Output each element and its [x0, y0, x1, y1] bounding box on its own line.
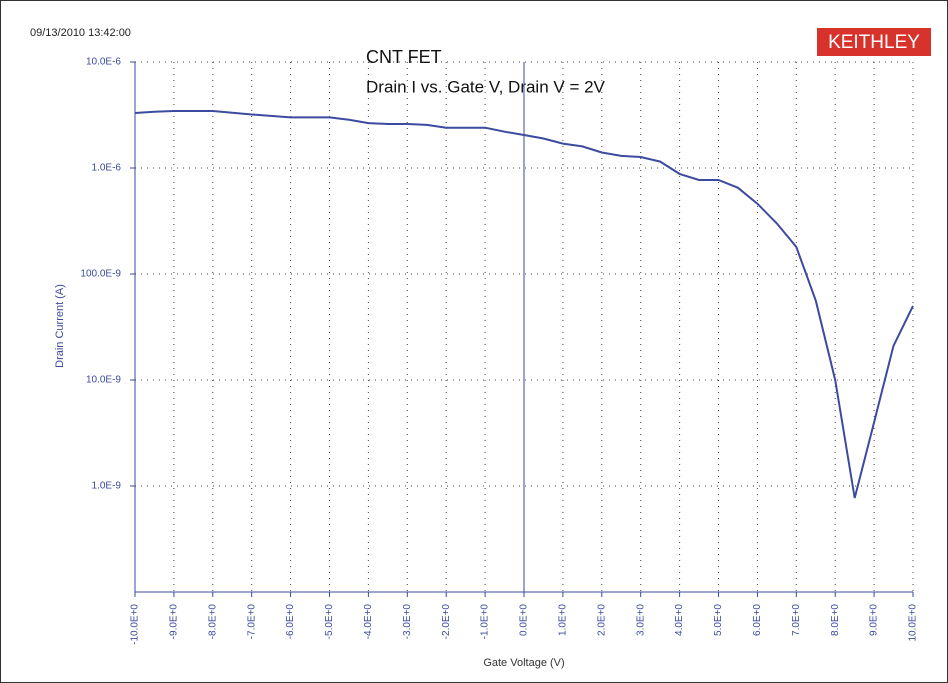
x-tick-label: 7.0E+0 [791, 604, 802, 636]
data-line [134, 110, 914, 499]
timestamp: 09/13/2010 13:42:00 [30, 27, 131, 39]
x-tick-label: 5.0E+0 [713, 604, 724, 636]
x-tick-label: 4.0E+0 [674, 604, 685, 636]
x-tick-label: 6.0E+0 [752, 604, 763, 636]
x-tick-label: 0.0E+0 [519, 604, 530, 636]
x-tick-label: -8.0E+0 [207, 604, 218, 640]
y-tick-label: 1.0E-9 [92, 481, 122, 492]
brand-box [817, 28, 931, 56]
x-tick-label: -4.0E+0 [363, 604, 374, 640]
x-tick-label: -6.0E+0 [285, 604, 296, 640]
x-tick-label: 3.0E+0 [635, 604, 646, 636]
y-tick-label: 100.0E-9 [80, 269, 121, 280]
x-tick-label: 8.0E+0 [830, 604, 841, 636]
x-axis-label: Gate Voltage (V) [483, 657, 564, 669]
brand: KEITHLEY [828, 32, 920, 53]
x-tick-label: 2.0E+0 [596, 604, 607, 636]
y-tick-label: 10.0E-6 [86, 57, 121, 68]
x-tick-label: -10.0E+0 [130, 604, 141, 645]
x-tick-label: -5.0E+0 [324, 604, 335, 640]
chart-title: CNT FET [366, 47, 442, 67]
x-tick-label: -2.0E+0 [441, 604, 452, 640]
x-tick-label: 10.0E+0 [908, 604, 919, 642]
x-tick-label: 9.0E+0 [869, 604, 880, 636]
y-axis-label: Drain Current (A) [54, 284, 66, 368]
x-tick-label: -1.0E+0 [480, 604, 491, 640]
chart-subtitle: Drain I vs. Gate V, Drain V = 2V [366, 77, 606, 96]
x-tick-label: 1.0E+0 [558, 604, 569, 636]
y-tick-label: 10.0E-9 [86, 375, 121, 386]
x-tick-label: -7.0E+0 [246, 604, 257, 640]
x-tick-label: -3.0E+0 [402, 604, 413, 640]
y-tick-label: 1.0E-6 [92, 163, 122, 174]
x-tick-label: -9.0E+0 [169, 604, 180, 640]
